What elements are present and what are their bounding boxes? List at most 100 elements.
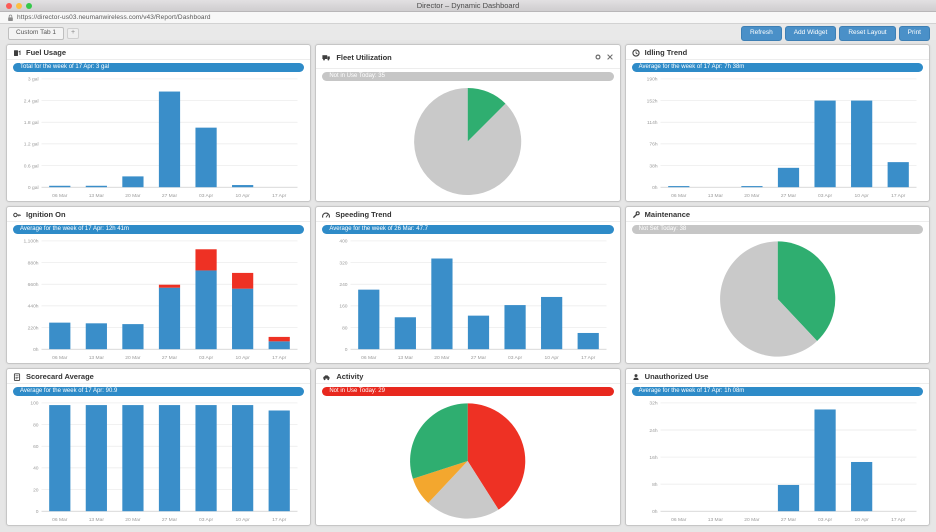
- svg-text:06 Mar: 06 Mar: [671, 193, 687, 199]
- svg-text:06 Mar: 06 Mar: [52, 193, 68, 199]
- svg-text:03 Apr: 03 Apr: [199, 355, 214, 361]
- speedometer-icon: [322, 211, 331, 219]
- zoom-window-icon[interactable]: [26, 2, 32, 9]
- svg-text:8h: 8h: [652, 482, 658, 488]
- svg-text:10 Apr: 10 Apr: [545, 355, 560, 361]
- svg-text:20 Mar: 20 Mar: [744, 517, 760, 523]
- svg-text:190h: 190h: [646, 77, 657, 83]
- reset-layout-button[interactable]: Reset Layout: [839, 25, 896, 41]
- add-widget-button[interactable]: Add Widget: [784, 25, 837, 41]
- svg-text:13 Mar: 13 Mar: [89, 193, 105, 199]
- svg-text:03 Apr: 03 Apr: [818, 517, 833, 523]
- window-titlebar: Director – Dynamic Dashboard: [0, 0, 936, 12]
- idling-trend-chart[interactable]: 190h 152h 114h 76h 38h 0h 06 Mar 13 Mar 20 Mar 27…: [626, 73, 929, 201]
- activity-chart[interactable]: [316, 397, 619, 525]
- svg-text:17 Apr: 17 Apr: [581, 355, 596, 361]
- svg-text:16h: 16h: [649, 455, 657, 461]
- widget-title: Fuel Usage: [26, 48, 67, 57]
- widget-scorecard-average: Scorecard Average Average for the week o…: [6, 368, 312, 526]
- widget-title: Ignition On: [26, 210, 66, 219]
- widget-header-drag-handle[interactable]: Ignition On: [7, 207, 311, 222]
- widget-header-drag-handle[interactable]: Fleet Utilization: [316, 45, 620, 69]
- ignition-on-chart[interactable]: 1,100h 880h 660h 440h 220h 0h 06 Mar 13 Mar 20 M…: [7, 235, 310, 363]
- svg-text:1.2 gal: 1.2 gal: [24, 142, 39, 148]
- widget-title: Unauthorized Use: [644, 372, 709, 381]
- widget-speeding-trend: Speeding Trend Average for the week of 2…: [315, 206, 621, 364]
- summary-banner: Average for the week of 17 Apr: 7h 38m: [631, 63, 923, 72]
- widget-fleet-utilization: Fleet Utilization Not in Use Today: 35: [315, 44, 621, 202]
- svg-text:400: 400: [340, 239, 348, 245]
- widget-settings-icon[interactable]: [594, 48, 602, 66]
- minimize-window-icon[interactable]: [16, 2, 22, 9]
- widget-fuel-usage: Fuel Usage Total for the week of 17 Apr:…: [6, 44, 312, 202]
- widget-title: Scorecard Average: [26, 372, 94, 381]
- widget-header-drag-handle[interactable]: Idling Trend: [625, 45, 929, 60]
- scorecard-average-chart[interactable]: 100 80 60 40 20 0 06 Mar 13 Mar 20 Mar 27 Mar 03 A…: [7, 397, 310, 525]
- summary-banner: Total for the week of 17 Apr: 3 gal: [13, 63, 305, 72]
- add-tab-button[interactable]: +: [66, 27, 80, 39]
- svg-text:03 Apr: 03 Apr: [199, 517, 214, 523]
- fuel-usage-chart[interactable]: 3 gal 2.4 gal 1.8 gal 1.2 gal 0.6 gal 0 gal 06…: [7, 73, 310, 201]
- summary-banner: Not in Use Today: 29: [322, 387, 614, 396]
- svg-text:20 Mar: 20 Mar: [125, 193, 141, 199]
- traffic-lights: [6, 2, 32, 9]
- svg-text:06 Mar: 06 Mar: [52, 517, 68, 523]
- svg-text:13 Mar: 13 Mar: [707, 193, 723, 199]
- svg-text:32h: 32h: [649, 401, 657, 407]
- svg-text:40: 40: [33, 466, 39, 472]
- refresh-button[interactable]: Refresh: [740, 25, 782, 41]
- browser-url-bar[interactable]: https://director-us03.neumanwireless.com…: [0, 12, 936, 24]
- print-button[interactable]: Print: [898, 25, 930, 41]
- widget-activity: Activity Not in Use Today: 29: [315, 368, 621, 526]
- speeding-trend-chart[interactable]: 400 320 240 160 80 0 06 Mar 13 Mar 20 Mar 27 Mar 0…: [316, 235, 619, 363]
- maintenance-chart[interactable]: [626, 235, 929, 363]
- svg-text:100: 100: [30, 401, 38, 407]
- widget-unauthorized-use: Unauthorized Use Average for the week of…: [624, 368, 930, 526]
- svg-text:20 Mar: 20 Mar: [744, 193, 760, 199]
- svg-text:13 Mar: 13 Mar: [89, 355, 105, 361]
- svg-text:27 Mar: 27 Mar: [162, 355, 178, 361]
- svg-text:06 Mar: 06 Mar: [52, 355, 68, 361]
- svg-text:27 Mar: 27 Mar: [162, 517, 178, 523]
- svg-text:27 Mar: 27 Mar: [781, 193, 797, 199]
- svg-text:1.8 gal: 1.8 gal: [24, 120, 39, 126]
- svg-text:17 Apr: 17 Apr: [272, 517, 287, 523]
- svg-text:0: 0: [345, 347, 348, 353]
- svg-text:60: 60: [33, 444, 39, 450]
- widget-close-icon[interactable]: [606, 48, 614, 66]
- svg-text:13 Mar: 13 Mar: [707, 517, 723, 523]
- widget-title: Fleet Utilization: [336, 52, 392, 62]
- svg-text:0: 0: [36, 509, 39, 515]
- tab-custom-tab-1[interactable]: Custom Tab 1: [8, 26, 64, 40]
- svg-text:1,100h: 1,100h: [24, 239, 39, 245]
- ignition-key-icon: [13, 211, 21, 219]
- svg-text:10 Apr: 10 Apr: [236, 193, 251, 199]
- widget-ignition-on: Ignition On Average for the week of 17 A…: [6, 206, 312, 364]
- unauthorized-use-chart[interactable]: 32h 24h 16h 8h 0h 06 Mar 13 Mar 20 Mar 27 Mar 03 …: [626, 397, 929, 525]
- svg-text:160: 160: [340, 304, 348, 310]
- widget-header-drag-handle[interactable]: Maintenance: [625, 207, 929, 222]
- svg-text:0h: 0h: [652, 509, 658, 515]
- close-window-icon[interactable]: [6, 2, 12, 9]
- svg-text:03 Apr: 03 Apr: [818, 193, 833, 199]
- svg-text:17 Apr: 17 Apr: [891, 193, 906, 199]
- clipboard-icon: [13, 372, 21, 381]
- widget-title: Activity: [336, 372, 364, 381]
- svg-text:80: 80: [33, 422, 39, 428]
- widget-header-drag-handle[interactable]: Fuel Usage: [7, 45, 311, 60]
- widget-header-drag-handle[interactable]: Speeding Trend: [316, 207, 620, 222]
- svg-text:38h: 38h: [649, 163, 657, 169]
- summary-banner: Average for the week of 17 Apr: 12h 41m: [13, 225, 305, 234]
- svg-text:03 Apr: 03 Apr: [508, 355, 523, 361]
- svg-text:20: 20: [33, 487, 39, 493]
- fleet-utilization-chart[interactable]: [316, 82, 619, 201]
- user-icon: [632, 373, 640, 381]
- svg-text:114h: 114h: [647, 120, 658, 126]
- svg-text:220h: 220h: [28, 325, 39, 331]
- svg-text:0h: 0h: [652, 185, 658, 191]
- widget-header-drag-handle[interactable]: Unauthorized Use: [625, 369, 929, 384]
- svg-text:10 Apr: 10 Apr: [236, 517, 251, 523]
- svg-text:152h: 152h: [646, 98, 657, 104]
- widget-header-drag-handle[interactable]: Activity: [316, 369, 620, 384]
- widget-header-drag-handle[interactable]: Scorecard Average: [7, 369, 311, 384]
